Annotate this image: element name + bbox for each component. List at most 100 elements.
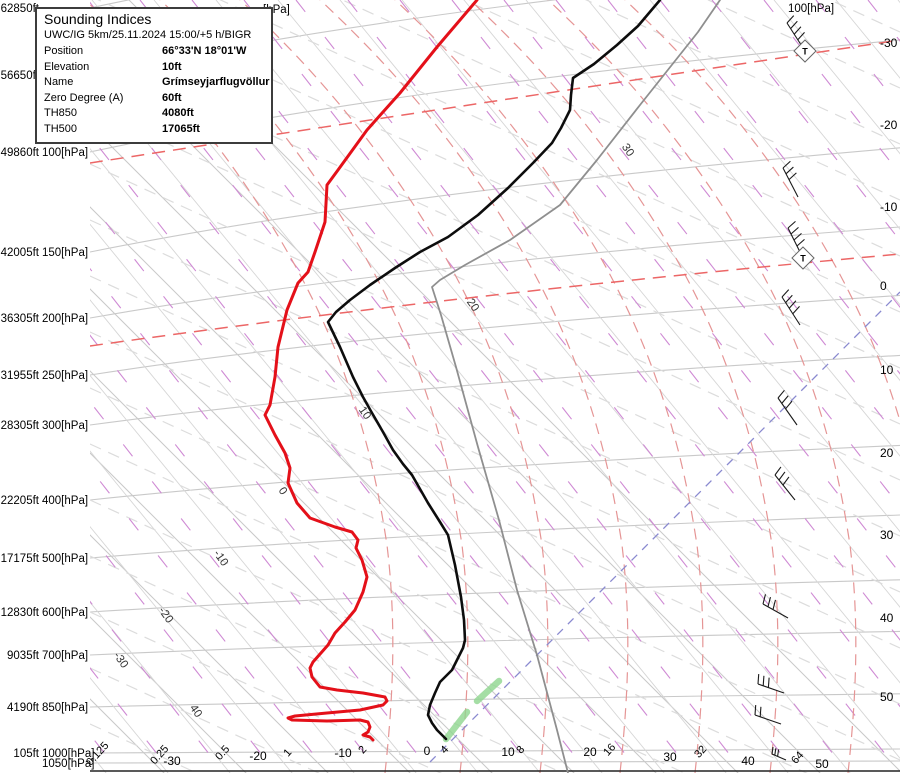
pressure-label: 400[hPa]	[42, 495, 88, 507]
panel-row: Position 66°33'N 18°01'W	[44, 44, 264, 60]
wind-barb	[762, 594, 789, 619]
panel-row: TH850 4080ft	[44, 106, 264, 122]
altitude-label: 36305ft	[1, 313, 40, 325]
panel-row: TH500 17065ft	[44, 122, 264, 138]
altitude-label: 9035ft	[7, 650, 40, 662]
panel-rows: Position 66°33'N 18°01'W Elevation 10ft Name…	[44, 44, 270, 138]
wind-barb: T	[787, 220, 815, 270]
right-temp-label: -30	[880, 36, 898, 50]
mixing-ratio-highlight	[442, 677, 503, 743]
panel-title: Sounding Indices	[44, 11, 152, 27]
dewpoint-curve	[263, 0, 479, 742]
altitude-label: 42005ft	[1, 247, 40, 259]
row-value: 60ft	[162, 91, 182, 104]
row-value: 17065ft	[162, 122, 200, 135]
row-label: Elevation	[44, 60, 90, 73]
altitude-label: 28305ft	[1, 420, 40, 432]
pressure-label: 200[hPa]	[42, 313, 88, 325]
altitude-label: 56650ft	[1, 70, 40, 82]
mixing-ratio-label: 2	[356, 744, 369, 757]
row-value: Grímseyjarflugvöllur	[162, 76, 270, 89]
row-value: 10ft	[162, 60, 182, 73]
right-temp-label: 50	[880, 690, 894, 704]
sounding-indices-panel: Sounding Indices UWC/IG 5km/25.11.2024 1…	[35, 7, 273, 144]
row-label: TH500	[44, 122, 78, 135]
tropopause-marker-icon: T	[793, 39, 817, 63]
tropopause-marker-icon: T	[791, 246, 815, 270]
right-temp-label: 20	[880, 446, 894, 460]
temperature-curve	[326, 0, 662, 741]
diagonal-temp-label: 40	[187, 703, 204, 720]
wind-barb	[781, 289, 801, 326]
mixing-ratio-line	[429, 291, 900, 763]
panel-row: Zero Degree (A) 60ft	[44, 91, 264, 107]
right-temp-label: 30	[880, 528, 894, 542]
pressure-label: 1050[hPa]	[42, 758, 94, 770]
row-label: TH850	[44, 107, 78, 120]
diagonal-temp-label: 10	[356, 405, 373, 422]
bottom-temp-label: -20	[249, 749, 267, 763]
row-value: 4080ft	[162, 107, 194, 120]
dry-adiabat-lines	[90, 0, 900, 773]
mixing-ratio-label: 32	[692, 743, 709, 760]
mixing-ratio-label: 1	[281, 747, 294, 760]
mixing-ratio-label: 64	[789, 749, 806, 766]
right-temp-label: 40	[880, 611, 894, 625]
mixing-ratio-label: 16	[601, 741, 618, 758]
bottom-temp-label: 20	[583, 745, 597, 759]
panel-row: Elevation 10ft	[44, 60, 264, 76]
row-label: Zero Degree (A)	[44, 91, 124, 104]
row-label: Name	[44, 76, 74, 89]
pressure-label: 500[hPa]	[42, 553, 88, 565]
diagonal-temp-label: 0	[276, 485, 290, 497]
altitude-label: 17175ft	[1, 553, 40, 565]
bottom-temp-label: 0	[424, 744, 431, 758]
wind-barb	[757, 673, 785, 694]
wind-barb	[771, 746, 787, 761]
bottom-temp-label: -30	[163, 754, 181, 768]
row-label: Position	[44, 45, 84, 57]
bottom-temp-label: 30	[663, 750, 677, 764]
tropopause-lines	[90, 39, 900, 347]
panel-subtitle: UWC/IG 5km/25.11.2024 15:00/+5 h/BIGR	[44, 29, 252, 41]
isobar-lines	[90, 0, 900, 764]
parcel-trace-curve	[431, 0, 721, 773]
right-temp-label: -20	[880, 118, 898, 132]
tropopause-glyph: T	[800, 254, 806, 264]
right-temp-label: 10	[880, 363, 894, 377]
altitude-label: 105ft	[13, 748, 39, 760]
wind-barb	[774, 466, 796, 501]
wind-barb-column: TT	[754, 15, 817, 761]
panel-row: Name Grímseyjarflugvöllur	[44, 75, 270, 91]
bottom-temp-label: -10	[334, 746, 352, 760]
altitude-label: 31955ft	[1, 370, 40, 382]
mixing-ratio-label: 4	[438, 744, 451, 757]
pressure-label: 300[hPa]	[42, 420, 88, 432]
altitude-label: 12830ft	[1, 607, 40, 619]
pressure-label: 600[hPa]	[42, 607, 88, 619]
bottom-temp-label: 40	[741, 754, 755, 768]
altitude-label: 49860ft	[1, 147, 40, 159]
wind-barb	[754, 704, 782, 725]
wind-barb	[777, 389, 798, 426]
altitude-label: 4190ft	[7, 702, 40, 714]
mixing-ratio-label: 0.5	[213, 743, 232, 762]
pressure-label-top-right: 100[hPa]	[788, 3, 834, 15]
diagonal-temp-label: 30	[619, 142, 636, 159]
row-value: 66°33'N 18°01'W	[162, 45, 247, 57]
pressure-label: 250[hPa]	[42, 370, 88, 382]
tropopause-glyph: T	[802, 47, 808, 57]
bottom-temp-label: 10	[501, 745, 515, 759]
altitude-label: 62850ft	[1, 3, 40, 15]
pressure-label: 100[hPa]	[42, 147, 88, 159]
diagonal-temp-label: -10	[211, 548, 230, 569]
right-temp-label: 0	[880, 279, 887, 293]
pressure-label: 150[hPa]	[42, 247, 88, 259]
altitude-label: 22205ft	[1, 495, 40, 507]
wind-barb	[782, 160, 799, 198]
pressure-label: 1000[hPa]	[42, 748, 94, 760]
bottom-temp-label: 50	[815, 757, 829, 771]
wind-barb: T	[786, 15, 817, 63]
